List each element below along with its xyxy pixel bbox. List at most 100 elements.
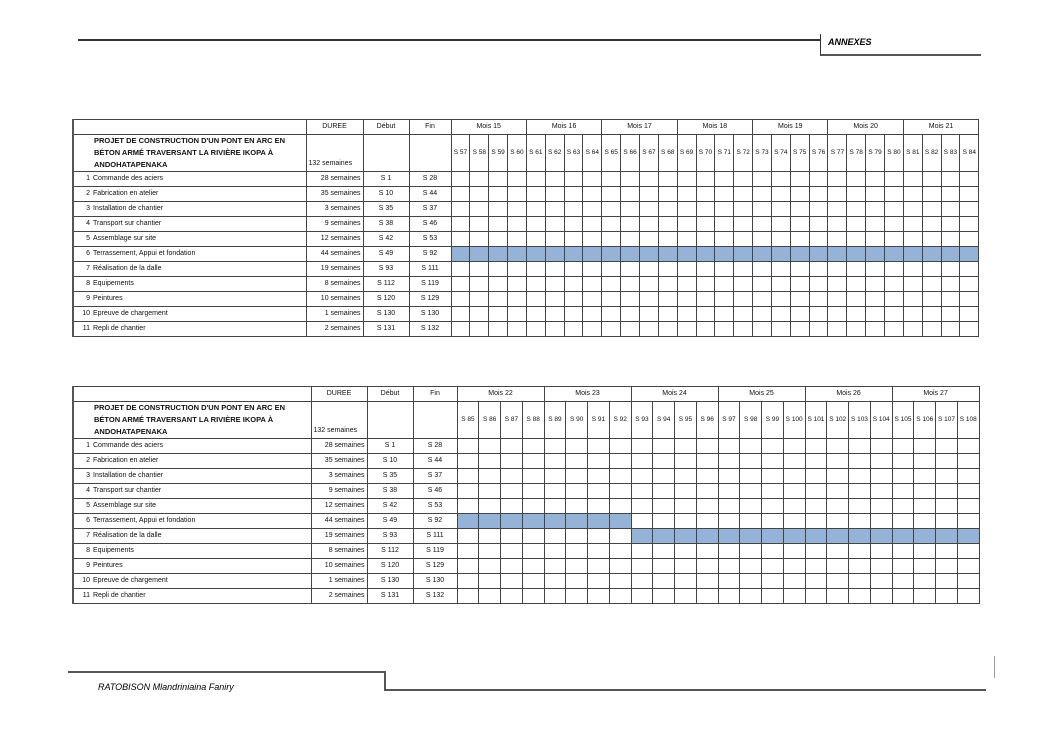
week-cell <box>543 438 567 454</box>
week-cell <box>804 573 828 589</box>
week-cell <box>808 186 829 202</box>
task-end: S 132 <box>412 588 458 604</box>
gantt-bar-cell <box>869 528 893 544</box>
week-cell <box>582 261 603 277</box>
task-number: 11 <box>82 325 90 332</box>
week-cell <box>676 321 697 337</box>
task-start: S 49 <box>362 246 410 262</box>
task-number: 2 <box>86 190 90 197</box>
task-number: 2 <box>86 457 90 464</box>
week-cell <box>652 483 676 499</box>
week-cell <box>891 483 915 499</box>
task-end: S 92 <box>408 246 452 262</box>
header-rule <box>78 39 820 41</box>
week-cell <box>608 573 632 589</box>
week-header: S 83 <box>940 134 961 172</box>
week-cell <box>782 573 806 589</box>
week-cell <box>869 453 893 469</box>
week-cell <box>601 216 622 232</box>
week-cell <box>891 453 915 469</box>
gantt-bar-cell <box>761 528 784 544</box>
week-header: S 86 <box>478 401 501 439</box>
week-cell <box>752 276 772 292</box>
task-end: S 46 <box>412 483 458 499</box>
task-row: 11 Repli de chantier 2 semaines S 131 S 132 <box>72 321 980 337</box>
week-cell <box>826 468 850 484</box>
week-cell <box>630 543 654 559</box>
gantt-bar-cell <box>450 246 471 262</box>
week-cell <box>582 291 603 307</box>
column-header: Début <box>362 119 410 135</box>
week-cell <box>913 438 937 454</box>
week-cell <box>450 186 471 202</box>
week-cell <box>782 588 806 604</box>
task-label: Fabrication en atelier <box>93 190 159 197</box>
week-cell <box>883 276 904 292</box>
task-number: 7 <box>86 532 90 539</box>
week-header: S 67 <box>638 134 659 172</box>
week-cell <box>733 321 754 337</box>
task-row: 5 Assemblage sur site 12 semaines S 42 S 53 <box>72 231 980 247</box>
week-cell <box>620 201 640 217</box>
week-header: S 75 <box>789 134 810 172</box>
gantt-bar-cell <box>935 528 958 544</box>
task-row: 10 Epreuve de chargement 1 semaines S 130 S … <box>72 573 980 589</box>
task-start: S 131 <box>366 588 414 604</box>
gantt-bar-cell <box>826 528 850 544</box>
week-cell <box>582 231 603 247</box>
week-cell <box>456 573 480 589</box>
week-cell <box>456 528 480 544</box>
task-end: S 119 <box>408 276 452 292</box>
week-header: S 61 <box>525 134 546 172</box>
week-cell <box>676 201 697 217</box>
task-row: 7 Réalisation de la dalle 19 semaines S 93 S… <box>72 528 980 544</box>
week-cell <box>789 291 810 307</box>
week-cell <box>804 438 828 454</box>
week-cell <box>714 186 735 202</box>
week-row: PROJET DE CONSTRUCTION D'UN PONT EN ARC … <box>72 134 980 172</box>
week-cell <box>608 498 632 514</box>
gantt-bar-cell <box>525 246 546 262</box>
week-cell <box>752 201 772 217</box>
gantt-table: DUREE Début Fin Mois 15 Mois 16 Mois 17 Mois 1… <box>72 119 980 337</box>
week-cell <box>674 438 697 454</box>
week-cell <box>500 528 523 544</box>
task-row: 2 Fabrication en atelier 35 semaines S 10 S … <box>72 186 980 202</box>
week-header: S 106 <box>913 401 937 439</box>
week-cell <box>563 216 584 232</box>
task-row: 8 Equipements 8 semaines S 112 S 119 <box>72 276 980 292</box>
week-cell <box>507 201 527 217</box>
week-cell <box>891 543 915 559</box>
week-cell <box>935 513 958 529</box>
week-cell <box>846 321 867 337</box>
week-cell <box>563 321 584 337</box>
week-cell <box>846 306 867 322</box>
week-cell <box>657 321 678 337</box>
week-cell <box>883 306 904 322</box>
week-cell <box>959 321 980 337</box>
week-header: S 96 <box>695 401 719 439</box>
week-cell <box>935 483 958 499</box>
week-cell <box>488 276 509 292</box>
week-cell <box>525 261 546 277</box>
task-duration: 8 semaines <box>310 543 368 559</box>
week-cell <box>956 498 980 514</box>
gantt-bar-cell <box>808 246 829 262</box>
week-cell <box>525 321 546 337</box>
week-cell <box>865 276 885 292</box>
task-start: S 93 <box>362 261 410 277</box>
week-cell <box>565 498 589 514</box>
week-cell <box>789 231 810 247</box>
week-cell <box>587 453 610 469</box>
week-cell <box>469 171 490 187</box>
week-cell <box>469 306 490 322</box>
month-header: Mois 25 <box>717 386 806 402</box>
week-cell <box>739 543 763 559</box>
week-cell <box>674 573 697 589</box>
week-cell <box>956 453 980 469</box>
week-cell <box>913 468 937 484</box>
week-cell <box>544 231 565 247</box>
week-cell <box>865 201 885 217</box>
week-cell <box>456 483 480 499</box>
